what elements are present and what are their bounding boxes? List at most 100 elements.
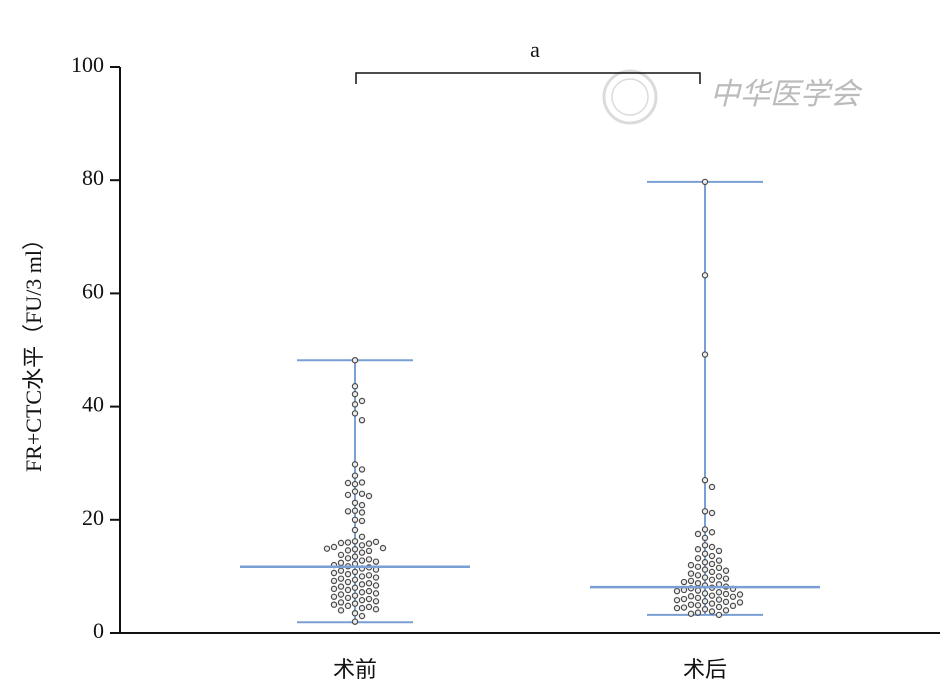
data-point <box>365 603 373 611</box>
data-point <box>687 570 695 577</box>
data-point <box>358 549 366 556</box>
data-point <box>330 585 338 593</box>
data-point <box>722 607 730 614</box>
y-tick-label: 40 <box>82 392 104 417</box>
data-point <box>344 491 352 499</box>
data-point <box>344 479 352 487</box>
y-tick-label: 80 <box>82 165 104 190</box>
data-point <box>365 547 373 555</box>
data-point <box>694 546 702 553</box>
data-point <box>715 573 723 580</box>
data-point <box>365 579 373 587</box>
data-point <box>351 584 359 591</box>
data-point <box>673 587 681 595</box>
data-point <box>351 553 359 560</box>
data-point <box>701 526 709 533</box>
data-point <box>358 509 366 516</box>
data-point <box>351 516 359 524</box>
y-tick-label: 20 <box>82 505 104 530</box>
data-point <box>722 567 730 574</box>
data-point <box>722 575 730 582</box>
data-point <box>330 593 338 600</box>
data-point <box>701 351 709 358</box>
data-point <box>337 583 345 590</box>
data-point <box>344 578 352 586</box>
data-point <box>330 577 338 585</box>
data-point <box>351 461 359 468</box>
data-point <box>722 598 730 606</box>
data-point <box>701 550 709 557</box>
data-point <box>722 590 730 598</box>
data-point <box>680 578 688 586</box>
data-point <box>358 416 366 424</box>
data-point <box>701 590 709 597</box>
data-point <box>351 383 359 390</box>
data-point <box>708 529 716 536</box>
data-point <box>372 582 380 589</box>
data-point <box>694 579 702 587</box>
data-point <box>701 606 709 613</box>
y-axis-label: FR+CTC水平（FU/3 ml） <box>21 228 46 472</box>
data-point <box>351 499 359 507</box>
data-point <box>694 602 702 609</box>
data-point <box>351 538 359 545</box>
data-point <box>701 566 709 573</box>
data-point <box>351 568 359 576</box>
data-point <box>715 589 723 596</box>
data-point <box>330 543 338 551</box>
data-point <box>358 501 366 509</box>
data-point <box>708 483 716 491</box>
data-point <box>715 547 723 555</box>
data-point <box>351 480 359 488</box>
data-point <box>736 591 744 598</box>
data-point <box>701 598 709 605</box>
data-point <box>358 581 366 588</box>
data-point <box>372 606 380 613</box>
data-point <box>372 574 380 581</box>
data-point <box>351 618 359 625</box>
annotation: a <box>530 37 540 62</box>
data-point <box>365 492 373 500</box>
data-point <box>365 572 373 579</box>
data-point <box>337 607 345 614</box>
data-point <box>358 542 366 549</box>
data-point <box>694 530 702 538</box>
data-point <box>337 599 345 606</box>
data-point <box>372 590 380 597</box>
data-point <box>701 542 709 549</box>
data-point <box>708 543 716 551</box>
data-point <box>372 538 380 546</box>
data-point <box>701 476 709 484</box>
data-point <box>351 609 359 617</box>
data-point <box>344 508 352 515</box>
data-point <box>358 612 366 620</box>
data-point <box>337 559 345 567</box>
data-point <box>687 601 695 608</box>
data-point <box>687 610 695 617</box>
data-point <box>344 602 352 610</box>
data-point <box>344 594 352 602</box>
data-point <box>687 561 695 569</box>
data-point <box>323 545 331 552</box>
data-point <box>358 604 366 612</box>
data-point <box>365 556 373 563</box>
data-point <box>708 592 716 599</box>
data-point <box>358 479 366 486</box>
data-point <box>715 611 723 619</box>
data-point <box>358 466 366 473</box>
data-point <box>358 533 366 540</box>
data-point <box>736 599 744 606</box>
watermark: 中华医学会 <box>710 78 863 111</box>
data-point <box>337 591 345 598</box>
data-point <box>365 540 373 547</box>
data-point <box>687 577 695 585</box>
data-point <box>715 596 723 603</box>
data-point <box>351 488 359 495</box>
data-point <box>351 356 359 364</box>
data-point <box>351 472 359 479</box>
y-tick-label: 60 <box>82 278 104 303</box>
data-point <box>351 401 359 408</box>
data-point <box>337 539 345 547</box>
data-point <box>715 603 723 611</box>
data-point <box>687 593 695 600</box>
